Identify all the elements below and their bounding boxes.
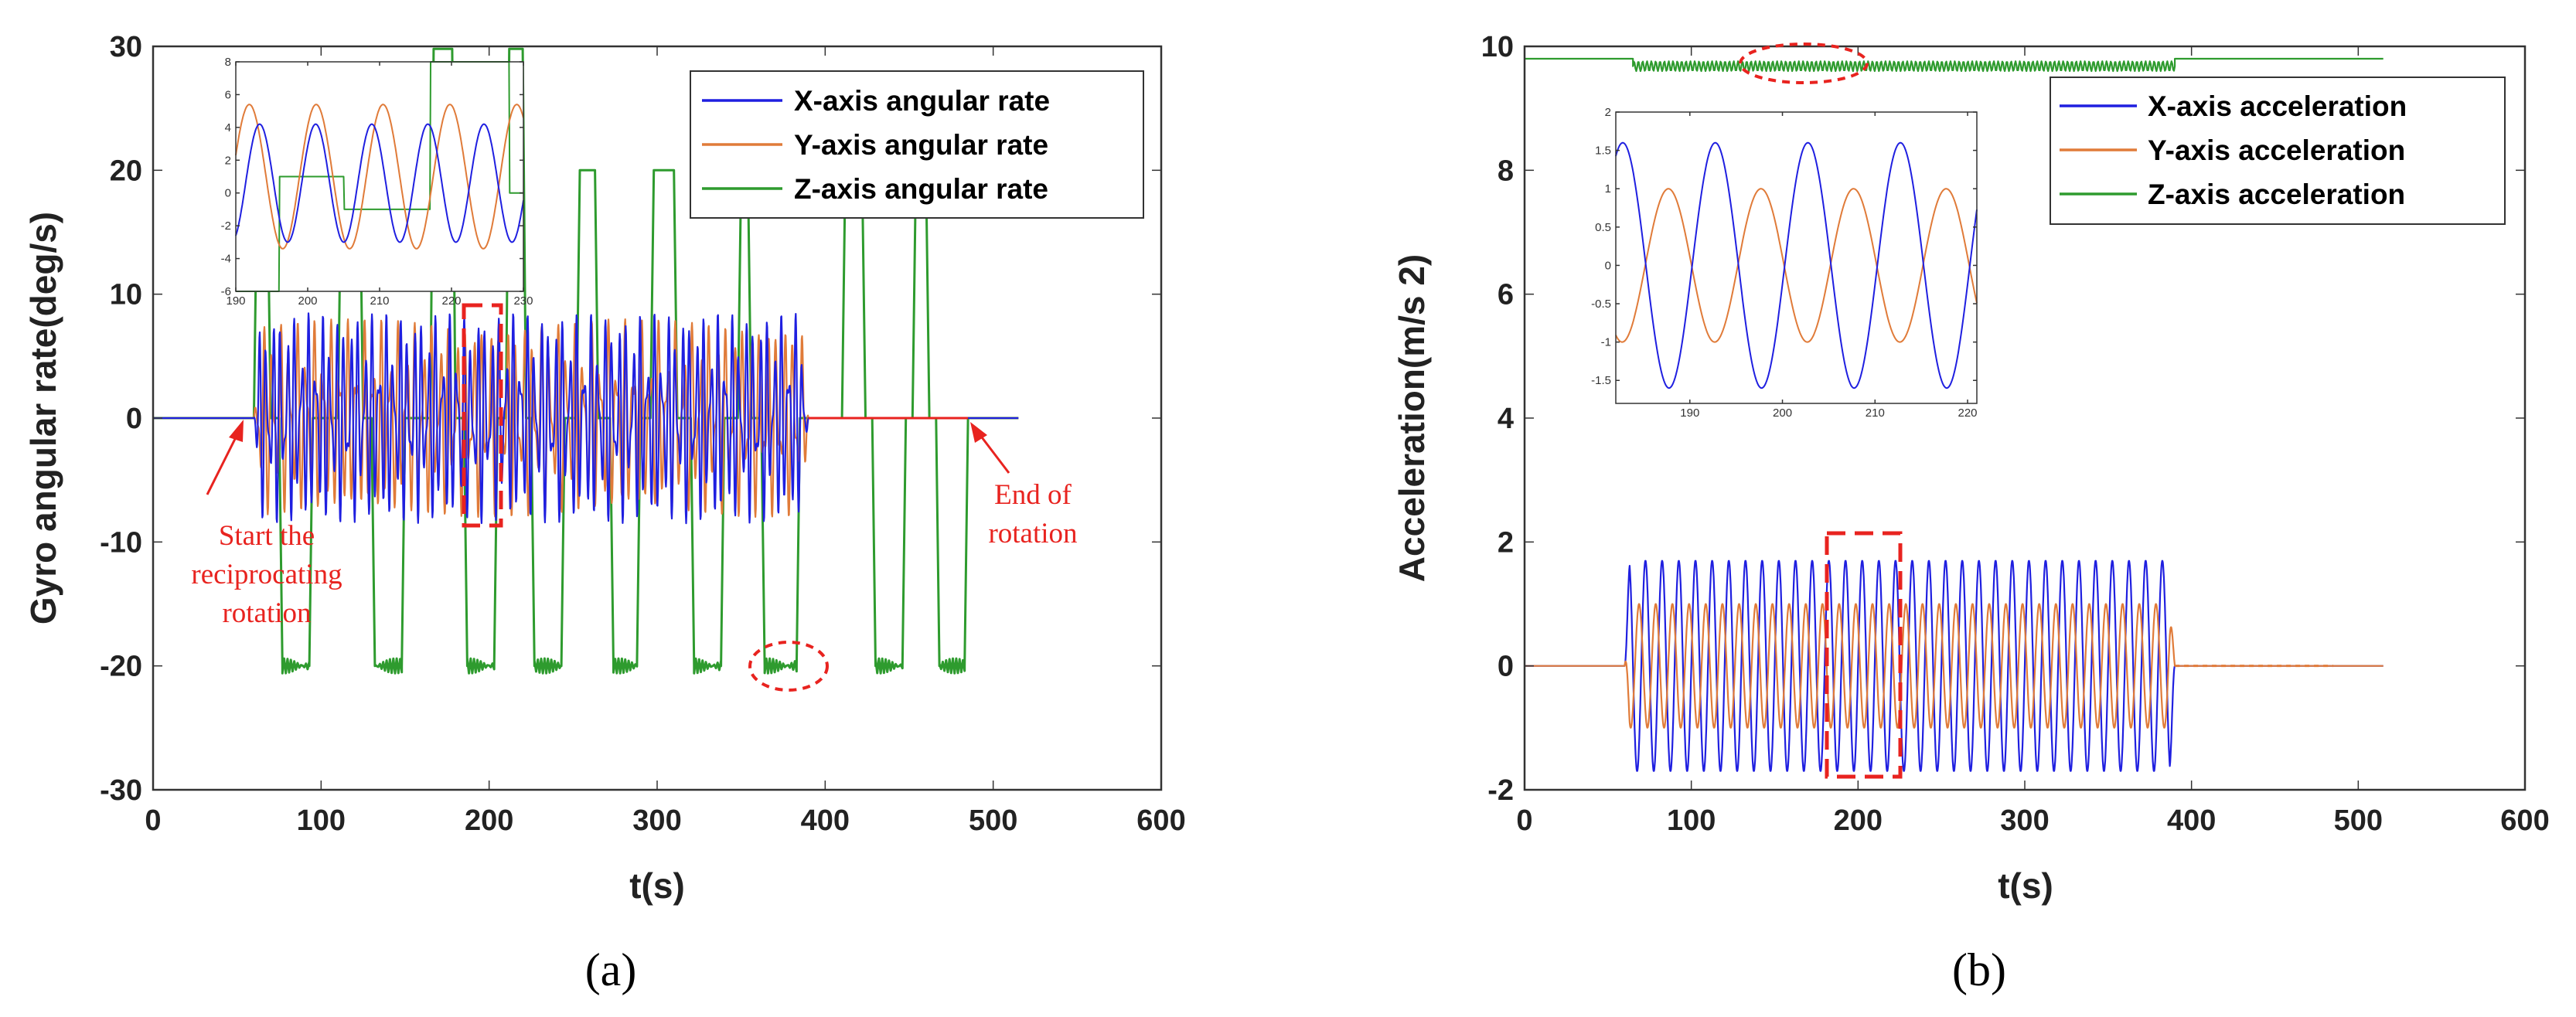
panel-a-x-tick-label: 0 [145, 804, 161, 837]
panel-a-y-tick-label: -10 [100, 526, 142, 559]
panel-b-inset-x-tick-label: 210 [1866, 406, 1885, 420]
panel-b-x-tick-label: 500 [2334, 804, 2383, 837]
panel-b-y-tick-label: 2 [1498, 526, 1514, 559]
panel-a-inset-x-tick-label: 220 [441, 294, 461, 308]
panel-b-inset-y-tick-label: -1 [1601, 336, 1611, 349]
panel-b-y-tick-label: 0 [1498, 651, 1514, 683]
panel-b-inset-x-tick-label: 190 [1680, 406, 1699, 420]
panel-a-x-tick-label: 100 [297, 804, 346, 837]
panel-b-y-tick-label: 4 [1498, 403, 1514, 435]
panel-a-x-tick-label: 600 [1136, 804, 1185, 837]
panel-a-series [153, 47, 1019, 675]
panel-b-inset-y-tick-label: 1.5 [1595, 145, 1611, 158]
inset-b-line-x [1615, 141, 1978, 389]
panel-a-inset-y-tick-label: -6 [221, 285, 231, 298]
panel-b-y-tick-label: 8 [1498, 155, 1514, 187]
panel-b-x-tick-label: 400 [2167, 804, 2216, 837]
panel-a-y-tick-label: 30 [110, 31, 142, 63]
annotation-end-line-2: rotation [988, 518, 1077, 549]
panel-a-inset-y-tick-label: 4 [225, 121, 231, 134]
series-line-y-accel [1525, 603, 2383, 729]
panel-a-y-tick-label: 10 [110, 279, 142, 311]
panel-a-inset-y-tick-label: 0 [225, 187, 231, 200]
inset-a-line-x [235, 123, 524, 243]
panel-a-inset-x-tick-label: 210 [370, 294, 389, 308]
panel-b-x-tick-label: 0 [1516, 804, 1532, 837]
panel-b-inset-y-tick-label: 0.5 [1595, 221, 1611, 234]
panel-b-inset-y-tick-label: 0 [1605, 259, 1611, 272]
panel-a-zoom-box [462, 303, 503, 528]
panel-b-x-tick-label: 200 [1834, 804, 1883, 837]
panel-b-zoom-box [1825, 531, 1903, 779]
panel-b-x-tick-label: 600 [2500, 804, 2549, 837]
panel-a-y-tick-label: 0 [126, 403, 142, 435]
panel-b-inset: 190 200 210 220 -1.5 -1 -0.5 0 0.5 1 1.5 2 [1591, 106, 1978, 420]
panel-a-inset-x-tick-label: 230 [513, 294, 533, 308]
inset-b-line-y [1615, 188, 1978, 343]
panel-a-inset-x-tick-label: 190 [226, 294, 245, 308]
annotation-end: End of rotation [970, 422, 1078, 549]
panel-a-x-tick-label: 400 [801, 804, 850, 837]
panel-b-y-tick-label: 10 [1481, 31, 1514, 63]
panel-b-y-axis-label: Acceleration(m/s 2) [1392, 254, 1432, 582]
annotation-start: Start the reciprocating rotation [191, 420, 342, 629]
inset-a-line-y [235, 104, 524, 250]
panel-a-x-tick-label: 300 [632, 804, 681, 837]
panel-a-inset-y-tick-label: 2 [225, 154, 231, 167]
legend-label-z-angular: Z-axis angular rate [794, 173, 1048, 205]
panel-a-legend: X-axis angular rate Y-axis angular rate … [690, 70, 1144, 219]
annotation-end-line-1: End of [994, 479, 1072, 511]
panel-b-caption: (b) [1952, 944, 2006, 995]
panel-b-y-tick-label: 6 [1498, 279, 1514, 311]
panel-b-inset-x-tick-label: 220 [1958, 406, 1978, 420]
panel-a-y-tick-label: -20 [100, 651, 142, 683]
legend-label-x-accel: X-axis acceleration [2148, 90, 2407, 122]
panel-b-x-tick-label: 300 [2000, 804, 2049, 837]
panel-a-x-tick-label: 200 [465, 804, 513, 837]
panel-a-y-tick-label: -30 [100, 774, 142, 807]
legend-label-z-accel: Z-axis acceleration [2148, 179, 2405, 210]
panel-a-inset-y-tick-label: -2 [221, 219, 231, 233]
legend-label-x-angular: X-axis angular rate [794, 85, 1050, 117]
annotation-start-line-3: rotation [222, 597, 311, 629]
panel-b-inset-y-tick-label: -1.5 [1591, 374, 1611, 387]
panel-b-inset-y-tick-label: 2 [1605, 106, 1611, 119]
panel-b-y-tick-label: -2 [1487, 774, 1514, 807]
panel-a-x-tick-label: 500 [969, 804, 1017, 837]
annotation-start-line-1: Start the [219, 520, 315, 552]
panel-b-ripple-ellipse [1739, 43, 1869, 84]
panel-b-inset-x-tick-label: 200 [1773, 406, 1792, 420]
panel-b-x-axis-label: t(s) [1998, 866, 2053, 906]
panel-b-inset-y-tick-label: 1 [1605, 182, 1611, 196]
series-line-z-accel [1525, 57, 2383, 73]
panel-a-inset-x-tick-label: 200 [298, 294, 317, 308]
panel-b-inset-frame [1615, 111, 1978, 404]
panel-b-x-tick-label: 100 [1667, 804, 1716, 837]
panel-a-y-axis-label: Gyro angular rate(deg/s) [23, 212, 63, 624]
panel-a-inset-y-tick-label: -4 [221, 253, 231, 266]
legend-label-y-angular: Y-axis angular rate [794, 129, 1048, 161]
series-line-z-angular [153, 47, 1019, 675]
series-line-x-angular [153, 312, 1019, 525]
legend-label-y-accel: Y-axis acceleration [2148, 134, 2405, 166]
panel-a-inset-y-tick-label: 8 [225, 56, 231, 69]
annotation-start-line-2: reciprocating [191, 559, 342, 590]
panel-a-y-tick-label: 20 [110, 155, 142, 187]
panel-a-caption: (a) [585, 944, 637, 995]
panel-a-inset-y-tick-label: 6 [225, 88, 231, 101]
panel-a-x-axis-label: t(s) [629, 866, 685, 906]
panel-b-inset-y-tick-label: -0.5 [1591, 298, 1611, 311]
panel-a-inset: 190 200 210 220 230 -6 -4 -2 0 2 4 6 8 [221, 56, 533, 308]
panel-a-ripple-ellipse [748, 641, 829, 692]
panel-b-legend: X-axis acceleration Y-axis acceleration … [2050, 77, 2506, 225]
